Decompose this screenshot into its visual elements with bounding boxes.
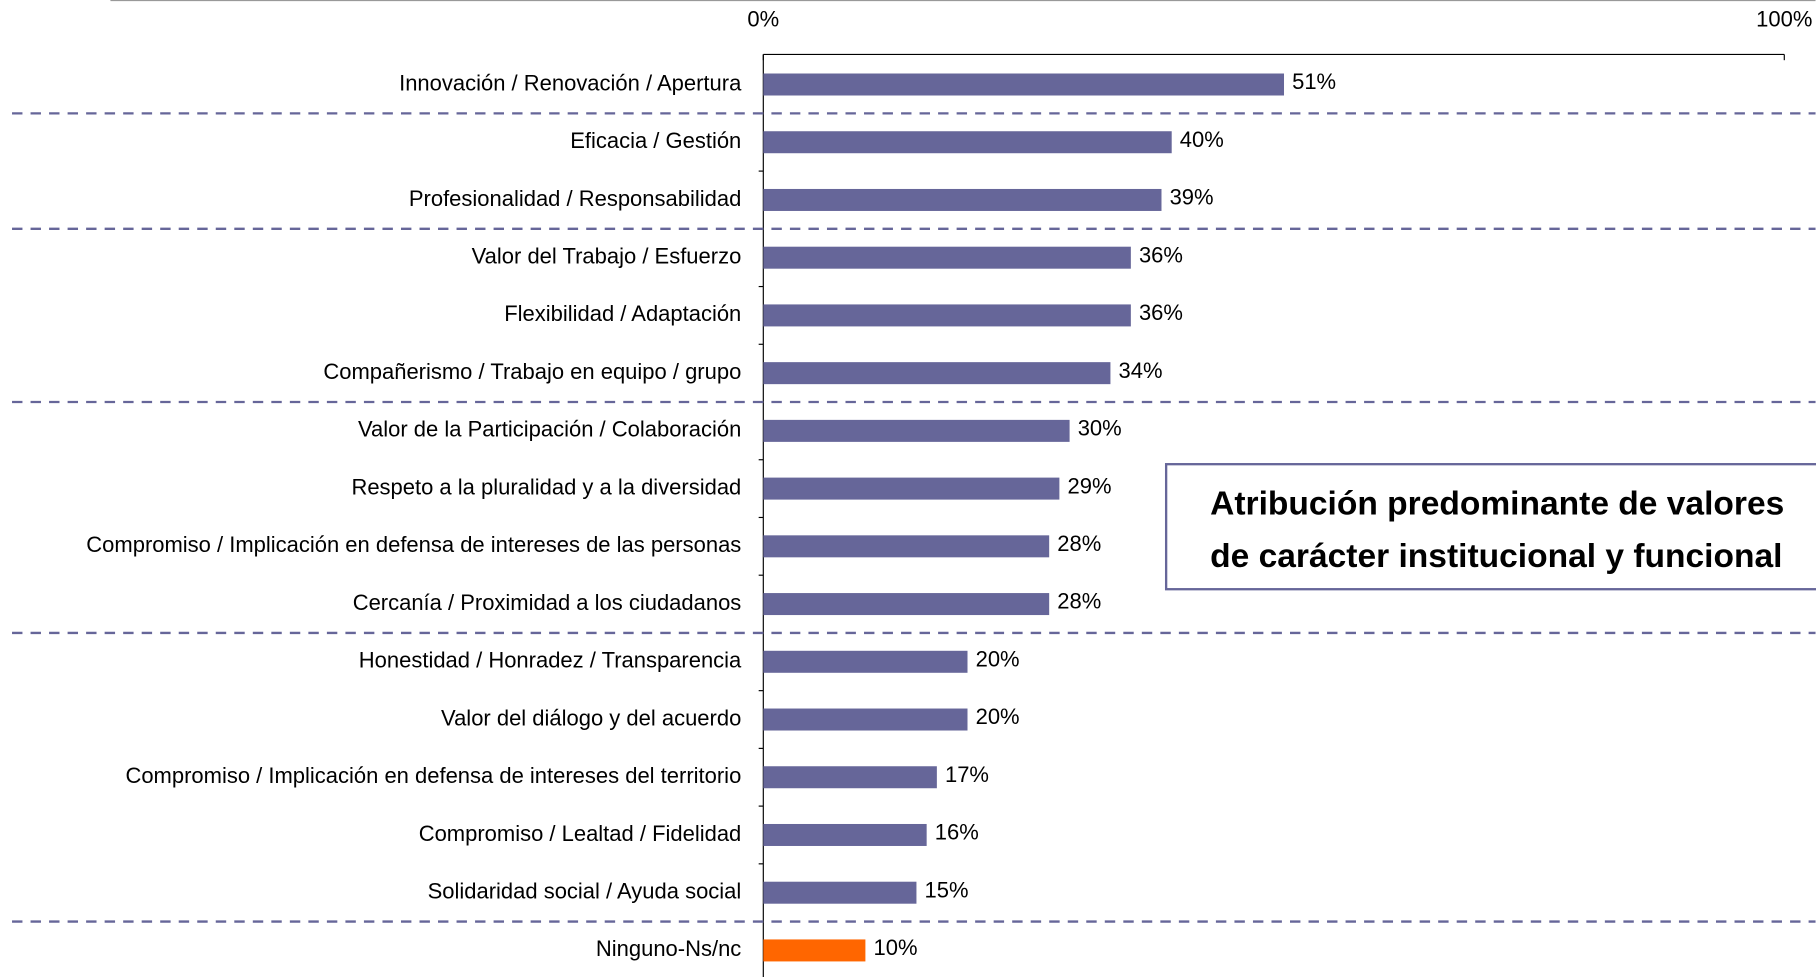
x-tick-label: 0%: [747, 7, 779, 32]
bar: [763, 362, 1111, 385]
bar: [763, 188, 1162, 211]
value-label: 39%: [1170, 185, 1214, 210]
bar: [763, 535, 1050, 558]
annotation: de carácter institucional y funcional: [1210, 538, 1782, 575]
bar: [763, 650, 968, 673]
annotation-box: [1164, 463, 1816, 591]
bar: [763, 246, 1131, 269]
category-label: Flexibilidad / Adaptación: [504, 301, 741, 326]
value-label: 51%: [1292, 69, 1336, 94]
x-tick-label: 100%: [1756, 7, 1812, 32]
value-label: 16%: [935, 820, 979, 845]
value-label: 28%: [1057, 589, 1101, 614]
value-label: 29%: [1067, 473, 1111, 498]
value-label: 17%: [945, 762, 989, 787]
bar: [763, 419, 1070, 442]
category-label: Solidaridad social / Ayuda social: [428, 879, 742, 904]
category-label: Cercanía / Proximidad a los ciudadanos: [353, 590, 742, 615]
category-label: Profesionalidad / Responsabilidad: [409, 186, 741, 211]
category-label: Honestidad / Honradez / Transparencia: [359, 648, 742, 673]
category-label: Compromiso / Implicación en defensa de i…: [125, 763, 741, 788]
value-label: 20%: [976, 646, 1020, 671]
bar: [763, 131, 1172, 154]
category-label: Valor del diálogo y del acuerdo: [441, 705, 741, 730]
value-label: 30%: [1078, 416, 1122, 441]
category-label: Innovación / Renovación / Apertura: [399, 70, 742, 95]
bar: [763, 881, 917, 904]
bar: [763, 939, 866, 962]
category-label: Valor de la Participación / Colaboración: [358, 417, 741, 442]
category-label: Respeto a la pluralidad y a la diversida…: [351, 474, 741, 499]
bar: [763, 766, 937, 789]
value-label: 36%: [1139, 242, 1183, 267]
bar: [763, 823, 927, 846]
category-label: Compañerismo / Trabajo en equipo / grupo: [323, 359, 741, 384]
bar: [763, 73, 1285, 96]
category-label: Eficacia / Gestión: [570, 128, 741, 153]
category-label: Valor del Trabajo / Esfuerzo: [472, 244, 742, 269]
category-label: Compromiso / Lealtad / Fidelidad: [419, 821, 742, 846]
value-label: 10%: [874, 935, 918, 960]
category-label: Compromiso / Implicación en defensa de i…: [86, 532, 741, 557]
value-label: 40%: [1180, 127, 1224, 152]
annotation: Atribución predominante de valores: [1210, 486, 1784, 523]
value-label: 36%: [1139, 300, 1183, 325]
value-label: 34%: [1119, 358, 1163, 383]
category-label: Ninguno-Ns/nc: [596, 936, 741, 961]
value-label: 20%: [976, 704, 1020, 729]
value-label: 28%: [1057, 531, 1101, 556]
value-label: 15%: [925, 877, 969, 902]
bar: [763, 708, 968, 731]
bar: [763, 593, 1050, 616]
bar: [763, 477, 1060, 500]
bar: [763, 304, 1131, 327]
